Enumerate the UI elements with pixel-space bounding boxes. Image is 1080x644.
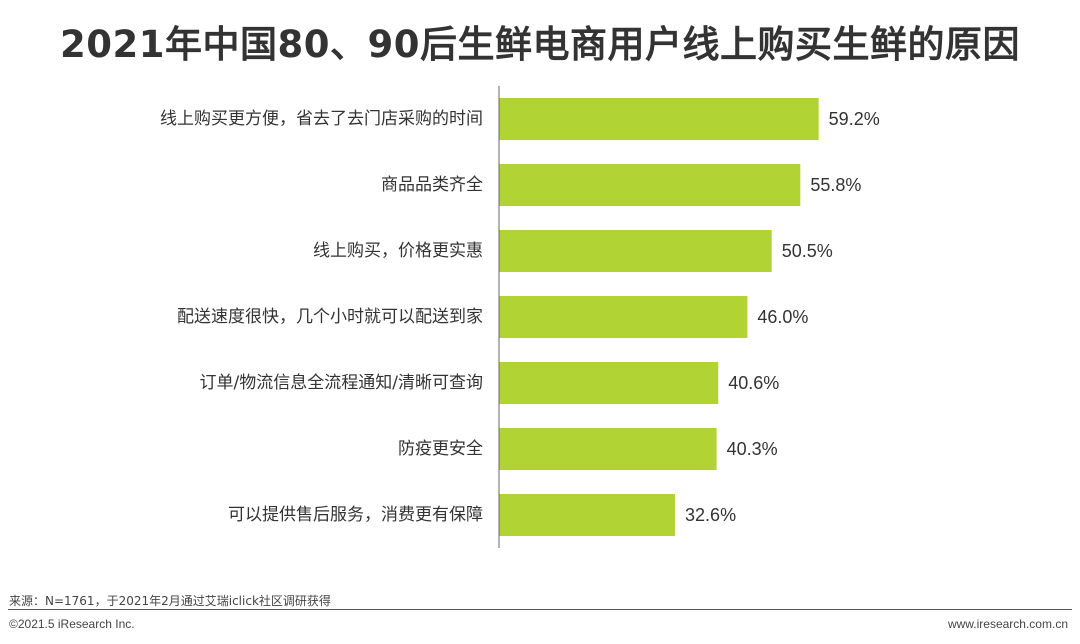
bar-chart: 线上购买更方便，省去了去门店采购的时间商品品类齐全线上购买，价格更实惠配送速度很… — [160, 86, 880, 548]
category-label: 可以提供售后服务，消费更有保障 — [228, 505, 483, 525]
bar — [499, 362, 719, 404]
value-label: 40.6% — [728, 373, 779, 393]
bar — [499, 428, 717, 470]
bar — [499, 494, 676, 536]
value-label: 50.5% — [782, 241, 833, 261]
bar — [499, 230, 772, 272]
category-label: 防疫更安全 — [398, 439, 483, 459]
bar — [499, 164, 801, 206]
value-label: 46.0% — [757, 307, 808, 327]
chart-title: 2021年中国80、90后生鲜电商用户线上购买生鲜的原因 — [60, 23, 1020, 66]
website-text: www.iresearch.com.cn — [947, 617, 1068, 631]
bars-group — [499, 98, 819, 536]
value-labels-group: 59.2% 55.8% 50.5% 46.0% 40.6% 40.3% 32.6% — [685, 109, 880, 525]
copyright-text: ©2021.5 iResearch Inc. — [9, 617, 135, 631]
source-note: 来源：N=1761，于2021年2月通过艾瑞iclick社区调研获得 — [9, 594, 331, 608]
value-label: 59.2% — [829, 109, 880, 129]
value-label: 40.3% — [727, 439, 778, 459]
category-labels-group: 线上购买更方便，省去了去门店采购的时间商品品类齐全线上购买，价格更实惠配送速度很… — [160, 109, 483, 525]
category-label: 商品品类齐全 — [381, 175, 483, 195]
category-label: 线上购买，价格更实惠 — [313, 241, 483, 261]
bar — [499, 98, 819, 140]
footer-divider — [8, 609, 1072, 610]
bar — [499, 296, 748, 338]
value-label: 32.6% — [685, 505, 736, 525]
value-label: 55.8% — [810, 175, 861, 195]
category-label: 订单/物流信息全流程通知/清晰可查询 — [200, 373, 483, 393]
category-label: 配送速度很快，几个小时就可以配送到家 — [177, 307, 483, 327]
category-label: 线上购买更方便，省去了去门店采购的时间 — [160, 109, 483, 129]
